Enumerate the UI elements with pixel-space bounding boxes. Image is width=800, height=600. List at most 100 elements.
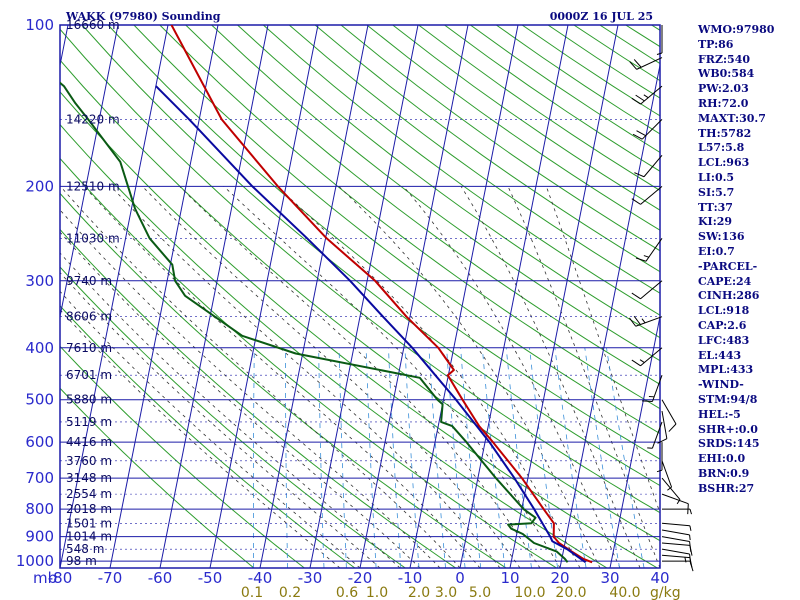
pressure-tick-label: 1000: [16, 552, 54, 570]
temperature-tick-label: 20: [550, 569, 569, 587]
moist-adiabats: [60, 186, 660, 568]
isotherm-line: [609, 314, 660, 568]
mixing-ratio-label: 0.6: [336, 585, 358, 600]
pressure-tick-label: 400: [25, 339, 54, 357]
dewpoint-profile-line: [60, 81, 569, 563]
plot-border: [59, 24, 661, 569]
mixing-ratio-line: [365, 347, 377, 568]
wind-barb: [634, 154, 663, 178]
dry-adiabat-line: [60, 387, 255, 568]
temperature-tick-label: -40: [248, 569, 273, 587]
moist-adiabat-line: [60, 231, 421, 568]
pressure-tick-label: 600: [25, 433, 54, 451]
height-label: 7610 m: [66, 341, 112, 355]
dry-adiabat-line: [237, 25, 660, 339]
wind-barb: [657, 411, 668, 444]
temperature-tick-label: 10: [500, 569, 519, 587]
pressure-tick-label: 200: [25, 177, 54, 195]
mixing-ratio-line: [606, 347, 645, 568]
moist-adiabat-line: [142, 186, 521, 568]
temperature-tick-label: -60: [148, 569, 173, 587]
height-label: 2018 m: [66, 502, 112, 516]
moist-adiabat-line: [60, 290, 361, 568]
mixing-ratio-line: [388, 347, 402, 568]
moist-adiabat-line: [60, 209, 441, 568]
height-label: 98 m: [66, 554, 97, 568]
moist-adiabat-line: [403, 186, 621, 568]
isotherm-line: [209, 25, 319, 568]
index-item: SI:5.7: [698, 185, 735, 199]
temperature-tick-label: -70: [98, 569, 123, 587]
index-item: CINH:286: [698, 289, 760, 303]
index-item: LCL:918: [698, 304, 750, 318]
index-item: SW:136: [698, 230, 745, 244]
index-item: EL:443: [698, 348, 742, 362]
index-item: FRZ:540: [698, 52, 751, 66]
isotherm-line: [60, 25, 169, 568]
moist-adiabat-line: [460, 186, 641, 568]
mixing-ratio-label: 2.0: [408, 585, 430, 600]
height-label: 14220 m: [66, 112, 120, 126]
temperature-profile-line: [170, 25, 593, 564]
wind-barb: [647, 421, 663, 449]
temperature-tick-label: 30: [600, 569, 619, 587]
wind-barb: [631, 347, 663, 367]
dry-adiabats: [60, 25, 660, 568]
height-label: 1501 m: [66, 516, 112, 530]
wind-barb: [631, 280, 663, 300]
dry-adiabat-line: [60, 345, 305, 568]
mixing-ratio-label: 5.0: [469, 585, 491, 600]
dry-adiabat-line: [314, 25, 660, 273]
index-item: TP:86: [698, 37, 734, 51]
wind-barb: [661, 460, 673, 491]
pressure-tick-label: 300: [25, 272, 54, 290]
sounding-profiles: [60, 25, 593, 564]
height-label: 3148 m: [66, 471, 112, 485]
index-item: BRN:0.9: [698, 466, 750, 480]
height-label: 1014 m: [66, 530, 112, 544]
temperature-tick-label: -80: [48, 569, 73, 587]
moist-adiabat-line: [338, 186, 601, 568]
dry-adiabat-line: [60, 228, 456, 568]
index-item: L57:5.8: [698, 141, 745, 155]
dry-adiabat-line: [60, 305, 356, 568]
index-item: -WIND-: [698, 378, 744, 392]
index-item: LI:0.5: [698, 170, 735, 184]
chart-datetime: 0000Z 16 JUL 25: [550, 10, 653, 23]
pressure-tick-label: 100: [25, 16, 54, 34]
moist-adiabat-line: [179, 186, 541, 568]
isotherm-line: [459, 25, 569, 568]
height-label: 5880 m: [66, 393, 112, 407]
moist-adiabat-line: [60, 271, 381, 568]
height-label: 548 m: [66, 542, 104, 556]
index-item: EHI:0.0: [698, 452, 746, 466]
wind-barb: [661, 536, 692, 552]
index-item: LFC:483: [698, 333, 750, 347]
chart-title: WAKK (97980) Sounding: [65, 10, 221, 23]
isotherm-line: [60, 25, 119, 320]
dry-adiabat-line: [60, 266, 406, 568]
mixing-ratio-line: [338, 347, 347, 568]
moist-adiabat-line: [545, 186, 660, 514]
dry-adiabat-line: [60, 59, 660, 542]
mixing-ratio-label: 0.1: [241, 585, 263, 600]
height-label: 4416 m: [66, 435, 112, 449]
moist-adiabat-line: [110, 186, 501, 568]
mixing-ratio-label: 40.0: [609, 585, 640, 600]
index-item: WMO:97980: [698, 23, 775, 36]
isotherm-line: [0, 25, 18, 568]
wind-barb: [641, 375, 663, 403]
temperature-tick-label: -30: [298, 569, 323, 587]
dry-adiabat-line: [60, 28, 660, 514]
mixing-ratio-line: [285, 347, 288, 568]
sounding-indices-panel: WMO:97980 TP:86 FRZ:540 WB0:584 PW:2.03 RH:72…: [698, 23, 800, 497]
pressure-tick-label: 900: [25, 528, 54, 546]
wind-barb: [661, 399, 677, 432]
mixing-ratio-unit-label: g/kg: [650, 585, 681, 600]
height-label: 3760 m: [66, 454, 112, 468]
mixing-ratio-label: 20.0: [555, 585, 586, 600]
index-item: HEL:-5: [698, 407, 741, 421]
wind-barb: [631, 186, 663, 205]
isotherm-line: [109, 25, 219, 568]
